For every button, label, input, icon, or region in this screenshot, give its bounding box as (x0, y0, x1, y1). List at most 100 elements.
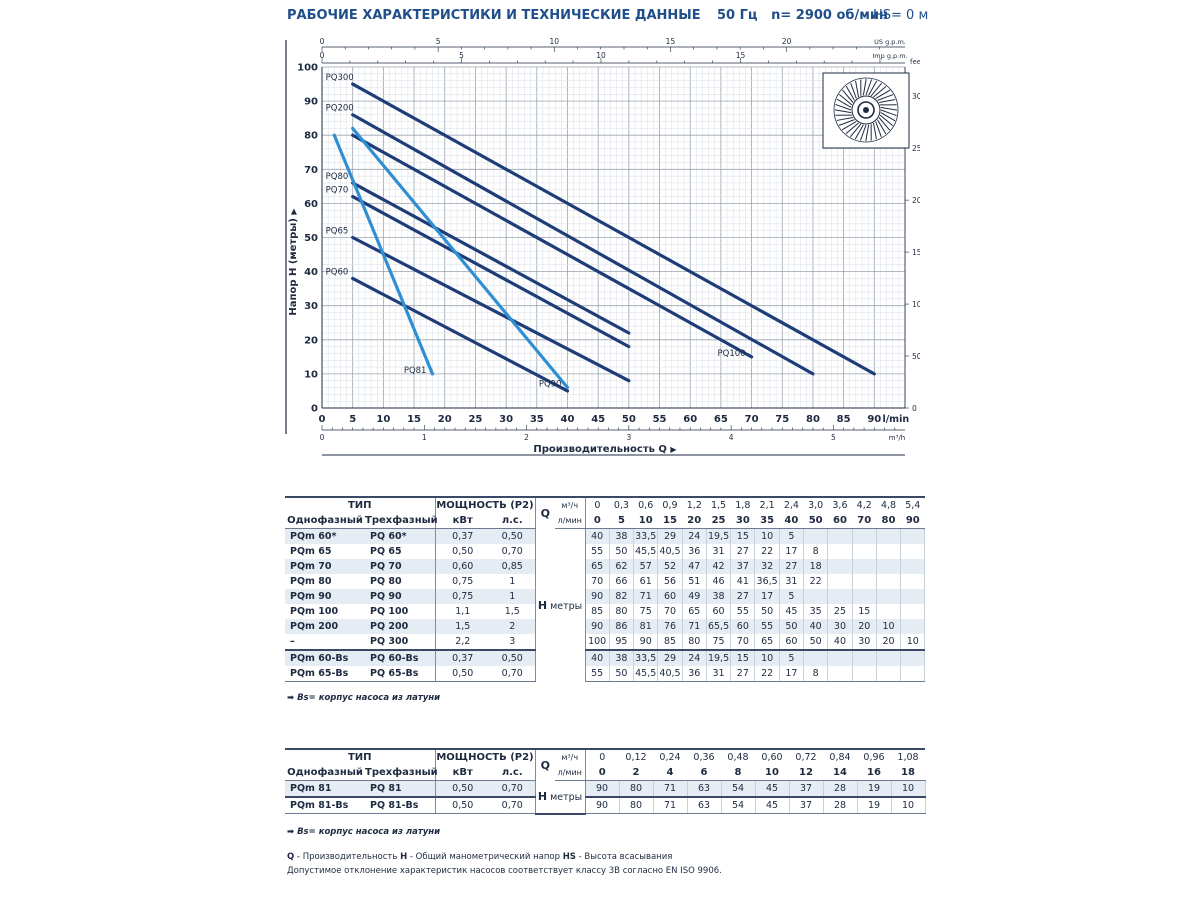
usgpm-tick-label: 10 (550, 37, 560, 46)
x-tick-label: 40 (561, 414, 575, 425)
head-value: 20 (876, 634, 902, 651)
table-row: PQm 90 PQ 90 0,75 1 90 82 71 60 49 38 27 17 5 (285, 589, 926, 604)
feet-unit-label: feet (910, 58, 920, 66)
impeller-vane (877, 119, 887, 135)
head-value: 65,5 (706, 619, 732, 634)
head-value: 18 (803, 559, 829, 574)
head-value: 22 (754, 544, 780, 559)
power-hp: 1 (490, 574, 536, 589)
head-value: 50 (754, 604, 780, 619)
tolerance-note: Допустимое отклонение характеристик насо… (287, 866, 722, 876)
impeller-vane (877, 94, 894, 101)
head-empty (852, 574, 877, 589)
head-value: 5 (779, 589, 805, 604)
impgpm-unit-label: Imp g.p.m. (872, 52, 907, 60)
m3h-value: 0,3 (609, 496, 634, 513)
power-hp: 0,70 (490, 544, 536, 559)
head-value: 40 (585, 528, 610, 544)
head-value: 85 (657, 634, 683, 651)
head-value: 8 (803, 666, 829, 682)
impeller-vane (855, 80, 859, 98)
head-value: 55 (585, 666, 610, 682)
m3h-value: 0 (585, 748, 619, 765)
x-tick-label: 75 (775, 414, 789, 425)
impeller-vane (836, 98, 852, 108)
y-tick-label: 40 (304, 267, 318, 278)
head-value: 40 (585, 650, 610, 666)
impeller-vane (865, 124, 870, 142)
head-value: 46 (706, 574, 732, 589)
power-hp: 0,70 (490, 797, 536, 814)
head-value: 75 (633, 604, 659, 619)
m3h-value: 0,72 (789, 748, 823, 765)
head-value: 55 (730, 604, 756, 619)
y-tick-label: 60 (304, 199, 318, 210)
head-value: 60 (779, 634, 805, 651)
y-tick-label: 90 (304, 97, 318, 108)
head-value: 60 (657, 589, 683, 604)
head-value: 47 (682, 559, 707, 574)
lmin-value: 35 (754, 513, 780, 529)
model-single-phase: PQm 100 (290, 606, 339, 617)
bs-note-2: ➡ Bs= корпус насоса из латуни (287, 827, 441, 837)
x-tick-label: 60 (683, 414, 697, 425)
model-single-phase: PQm 81 (285, 780, 365, 798)
head-value: 90 (585, 797, 620, 814)
lmin-value: 60 (827, 513, 853, 529)
head-value: 38 (609, 528, 635, 544)
impeller-vane (870, 82, 883, 97)
series-pq300 (351, 82, 876, 376)
m3h-value: 0,36 (687, 748, 721, 765)
page-title: РАБОЧИЕ ХАРАКТЕРИСТИКИ И ТЕХНИЧЕСКИЕ ДАН… (287, 8, 701, 23)
m3h-tick-label: 0 (320, 433, 325, 442)
impeller-icon (833, 77, 899, 143)
usgpm-unit-label: US g.p.m. (874, 38, 906, 46)
head-value: 71 (633, 589, 659, 604)
table-subheader-row: Однофазный Трехфазный кВт л.с. л/мин 0 2 4 6 8 10 1… (285, 765, 925, 781)
head-empty (827, 650, 853, 666)
impeller-vane (841, 121, 857, 131)
head-value: 51 (682, 574, 707, 589)
head-value: 65 (754, 634, 780, 651)
model-single-phase: PQm 60* (285, 528, 365, 544)
head-value: 35 (803, 604, 829, 619)
unit-m3h: м³/ч (555, 748, 586, 765)
model-single-phase: PQm 65 (290, 546, 332, 557)
head-value: 41 (730, 574, 756, 589)
model-three-phase: PQ 200 (365, 619, 436, 634)
model-single-phase: PQm 65-Bs (285, 666, 365, 682)
power-kw: 2,2 (435, 634, 490, 651)
head-empty (876, 528, 902, 544)
head-value: 70 (730, 634, 756, 651)
head-value: 86 (609, 619, 635, 634)
head-value: 40 (827, 634, 853, 651)
impeller-vane (879, 114, 894, 127)
h-unit: метры (550, 792, 583, 804)
head-value: 66 (609, 574, 635, 589)
head-empty (852, 559, 877, 574)
head-value: 10 (891, 780, 926, 798)
head-value: 60 (706, 604, 732, 619)
head-value: 70 (657, 604, 683, 619)
m3h-value: 0,24 (653, 748, 687, 765)
head-value: 85 (585, 604, 610, 619)
lmin-value: 5 (609, 513, 634, 529)
head-value: 28 (823, 797, 858, 814)
impeller-vane (873, 122, 877, 140)
impeller-vane (875, 121, 882, 138)
head-value: 27 (730, 666, 756, 682)
head-value: 19 (857, 780, 892, 798)
power-kw: 0,60 (435, 559, 490, 574)
power-kw: 0,50 (435, 666, 490, 682)
m3h-value: 4,2 (852, 496, 877, 513)
feet-tick-label: 300 (912, 92, 920, 101)
lmin-value: 40 (779, 513, 804, 529)
model-three-phase: PQ 81-Bs (365, 797, 436, 814)
x-tick-label: 30 (499, 414, 513, 425)
lmin-value: 30 (730, 513, 755, 529)
head-value: 29 (657, 650, 683, 666)
three-phase-header: Трехфазный (365, 765, 438, 781)
impeller-vane (854, 124, 864, 140)
